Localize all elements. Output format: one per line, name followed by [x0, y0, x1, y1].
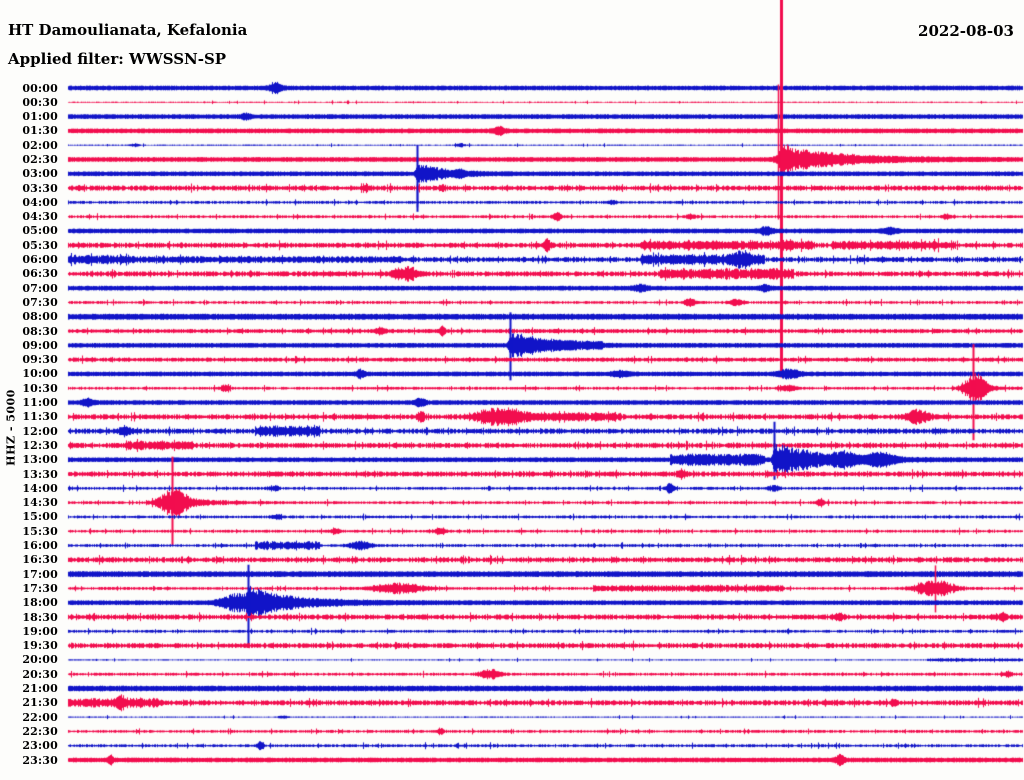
time-label: 02:00 — [22, 138, 58, 152]
time-label: 17:30 — [22, 581, 58, 595]
time-label: 14:00 — [22, 481, 58, 495]
time-label: 23:00 — [22, 739, 58, 753]
time-label: 11:00 — [22, 396, 58, 410]
time-label: 01:30 — [22, 124, 58, 138]
time-label: 08:30 — [22, 324, 58, 338]
time-label: 16:30 — [22, 553, 58, 567]
time-label: 18:30 — [22, 610, 58, 624]
time-label: 06:00 — [22, 253, 58, 267]
time-label: 19:30 — [22, 639, 58, 653]
time-label: 07:00 — [22, 281, 58, 295]
time-label: 04:30 — [22, 210, 58, 224]
time-label: 08:00 — [22, 310, 58, 324]
time-label: 04:00 — [22, 195, 58, 209]
time-label: 12:00 — [22, 424, 58, 438]
date-label: 2022-08-03 — [918, 22, 1014, 40]
station-title: HT Damoulianata, Kefalonia — [8, 21, 248, 39]
time-label: 12:30 — [22, 438, 58, 452]
time-label: 22:30 — [22, 724, 58, 738]
time-label: 20:00 — [22, 653, 58, 667]
time-label: 13:30 — [22, 467, 58, 481]
time-label: 20:30 — [22, 667, 58, 681]
time-label: 02:30 — [22, 152, 58, 166]
time-label: 10:30 — [22, 381, 58, 395]
time-label: 18:00 — [22, 596, 58, 610]
time-label: 03:30 — [22, 181, 58, 195]
time-label: 06:30 — [22, 267, 58, 281]
time-label: 10:00 — [22, 367, 58, 381]
time-label: 05:00 — [22, 224, 58, 238]
time-label: 01:00 — [22, 110, 58, 124]
time-label: 14:30 — [22, 496, 58, 510]
time-label: 11:30 — [22, 410, 58, 424]
time-label: 09:00 — [22, 338, 58, 352]
time-label: 03:00 — [22, 167, 58, 181]
time-label: 19:00 — [22, 624, 58, 638]
header: HT Damoulianata, Kefalonia Applied filte… — [8, 20, 247, 78]
time-label: 15:00 — [22, 510, 58, 524]
time-label: 13:00 — [22, 453, 58, 467]
time-label: 22:00 — [22, 710, 58, 724]
time-label: 15:30 — [22, 524, 58, 538]
time-label: 00:30 — [22, 95, 58, 109]
time-label: 21:00 — [22, 682, 58, 696]
time-label: 23:30 — [22, 753, 58, 767]
time-label: 21:30 — [22, 696, 58, 710]
time-label: 16:00 — [22, 539, 58, 553]
time-label: 05:30 — [22, 238, 58, 252]
time-label: 09:30 — [22, 353, 58, 367]
filter-label: Applied filter: WWSSN-SP — [8, 50, 227, 68]
time-label: 07:30 — [22, 295, 58, 309]
time-label: 17:00 — [22, 567, 58, 581]
time-label: 00:00 — [22, 81, 58, 95]
